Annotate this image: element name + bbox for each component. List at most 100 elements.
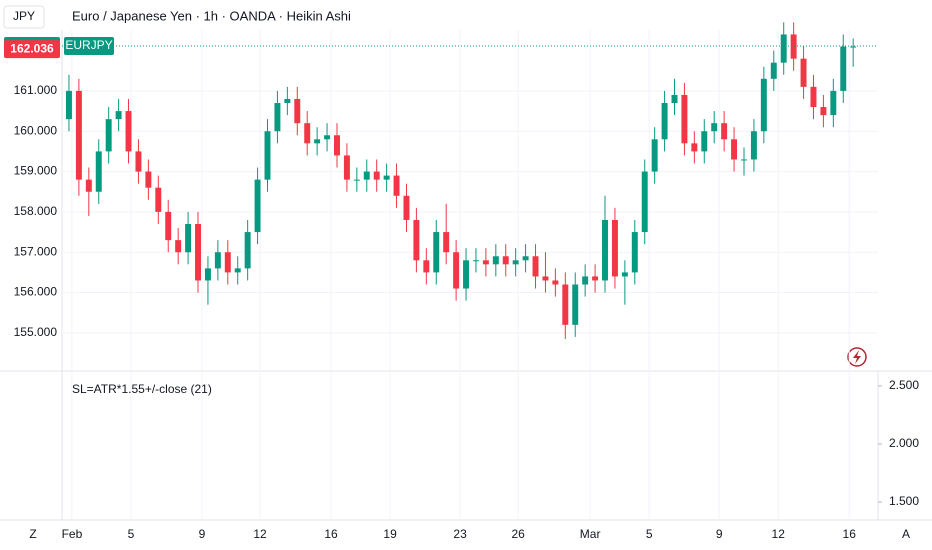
- candle-body: [175, 240, 182, 253]
- y-tick-label: 158.000: [14, 204, 58, 218]
- candle-body: [324, 135, 331, 140]
- symbol-tag: EURJPY: [65, 38, 112, 52]
- candle-body: [631, 232, 638, 273]
- candle-body: [741, 159, 747, 161]
- candle-body: [522, 256, 529, 261]
- symbol-tag-box: [64, 37, 114, 56]
- candle-body: [532, 256, 539, 277]
- candle-body: [502, 256, 509, 265]
- candle-body: [145, 171, 152, 188]
- y2-tick-label: 2.000: [889, 436, 919, 450]
- candle-body: [810, 86, 817, 108]
- candle-body: [373, 171, 380, 180]
- candle-body: [185, 223, 192, 253]
- symbol-title: Euro / Japanese Yen · 1h · OANDA · Heiki…: [72, 8, 351, 23]
- candle-body: [125, 111, 132, 152]
- candle-body: [95, 151, 102, 192]
- candle-body: [671, 94, 678, 104]
- y-tick-label: 161.000: [14, 83, 58, 97]
- candle-body: [750, 131, 757, 160]
- x-tick-label: 5: [128, 527, 135, 541]
- candle-body: [731, 139, 738, 160]
- candle-body: [195, 223, 201, 281]
- candle-body: [721, 123, 728, 140]
- candle-body: [443, 232, 450, 253]
- y2-tick-label: 2.500: [889, 378, 919, 392]
- y-tick-label: 157.000: [14, 244, 58, 258]
- candle-body: [165, 211, 172, 241]
- candle-body: [830, 90, 837, 116]
- x-tick-label: 19: [383, 527, 397, 541]
- candle-body: [254, 179, 261, 233]
- candle-body: [304, 123, 311, 144]
- price-tag: 162.036: [10, 41, 54, 55]
- candle-body: [711, 123, 718, 132]
- candle-body: [770, 62, 777, 79]
- candle-body: [413, 219, 420, 261]
- candle-body: [284, 98, 291, 104]
- candle-body: [204, 268, 211, 281]
- candle-body: [453, 252, 460, 289]
- y-tick-label: 159.000: [14, 164, 58, 178]
- candle-body: [65, 90, 72, 120]
- x-tick-label: 23: [453, 527, 467, 541]
- candle-body: [264, 131, 271, 180]
- candle-body: [760, 78, 767, 132]
- candle-body: [820, 107, 827, 116]
- candle-body: [621, 272, 628, 277]
- x-tick-label: 12: [253, 527, 267, 541]
- candle-body: [224, 252, 231, 273]
- candle-body: [542, 276, 549, 281]
- x-tick-label: Mar: [580, 527, 601, 541]
- price-tag-box: [4, 40, 60, 59]
- candle-body: [135, 151, 142, 172]
- x-tick-label: 16: [843, 527, 857, 541]
- candle-body: [314, 139, 321, 144]
- candle-body: [343, 155, 350, 180]
- candle-body: [661, 103, 668, 140]
- candle-body: [214, 252, 221, 269]
- x-tick-label: Feb: [62, 527, 83, 541]
- candle-body: [115, 111, 122, 120]
- candle-body: [274, 103, 281, 132]
- x-tick-label: 9: [199, 527, 206, 541]
- candle-body: [562, 284, 569, 325]
- candle-body: [602, 219, 608, 281]
- alert-bolt: [853, 350, 861, 364]
- candle-body: [472, 260, 479, 262]
- auto-scale-button[interactable]: A: [902, 527, 910, 541]
- candle-body: [363, 171, 370, 180]
- y-tick-label: 160.000: [14, 123, 58, 137]
- candle-body: [334, 135, 340, 156]
- candle-body: [790, 34, 797, 59]
- candle-body: [512, 260, 519, 265]
- candle-body: [850, 46, 857, 48]
- candle-body: [393, 175, 400, 196]
- candle-body: [463, 260, 470, 289]
- indicator-title: SL=ATR*1.55+/-close (21): [72, 382, 212, 396]
- y-tick-label: 156.000: [14, 285, 58, 299]
- candle-body: [383, 175, 390, 180]
- currency[interactable]: JPY: [13, 9, 35, 23]
- candle-body: [780, 34, 787, 63]
- candle-body: [234, 268, 241, 273]
- candle-body: [552, 280, 559, 285]
- x-tick-label: 12: [772, 527, 786, 541]
- candle-body: [353, 179, 360, 181]
- candle-body: [651, 139, 658, 172]
- zoom-button[interactable]: Z: [29, 527, 36, 541]
- y-tick-label: 155.000: [14, 325, 58, 339]
- candle-body: [85, 179, 92, 192]
- candle-body: [800, 58, 807, 87]
- currency-box[interactable]: [3, 5, 45, 29]
- candle-body: [482, 260, 489, 265]
- candle-body: [492, 256, 499, 265]
- candle-body: [155, 187, 162, 212]
- candle-body: [611, 219, 618, 277]
- candle-body: [244, 232, 251, 269]
- candle-body: [423, 260, 430, 273]
- candle-body: [403, 195, 410, 220]
- y2-tick-label: 1.500: [889, 494, 919, 508]
- candle-body: [840, 46, 847, 91]
